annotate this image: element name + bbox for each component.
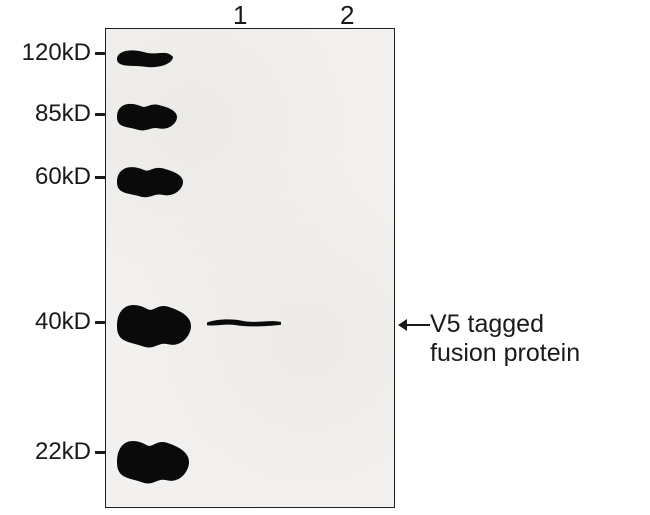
annotation-arrow [406,324,430,326]
mw-label: 120kD [22,39,91,67]
sample-band-lane-1 [205,318,283,327]
annotation-text-line: fusion protein [430,339,580,368]
ladder-band [115,165,185,199]
mw-label: 60kD [35,163,91,191]
mw-tick [95,52,105,55]
mw-tick [95,113,105,116]
blot-figure: 12 120kD85kD60kD40kD22kD V5 ta [0,0,650,515]
ladder-band [115,48,175,70]
annotation-arrow-head-icon [398,319,407,331]
mw-tick [95,451,105,454]
mw-label: 40kD [35,308,91,336]
annotation-text-line: V5 tagged [430,310,544,339]
lane-header-1: 1 [233,0,247,31]
lane-header-2: 2 [340,0,354,31]
ladder-band [115,438,191,486]
blot-frame [105,28,395,508]
ladder-band [115,302,193,350]
ladder-band [115,102,179,132]
blot-membrane [106,29,394,507]
mw-tick [95,176,105,179]
mw-tick [95,321,105,324]
mw-label: 22kD [35,438,91,466]
mw-label: 85kD [35,100,91,128]
